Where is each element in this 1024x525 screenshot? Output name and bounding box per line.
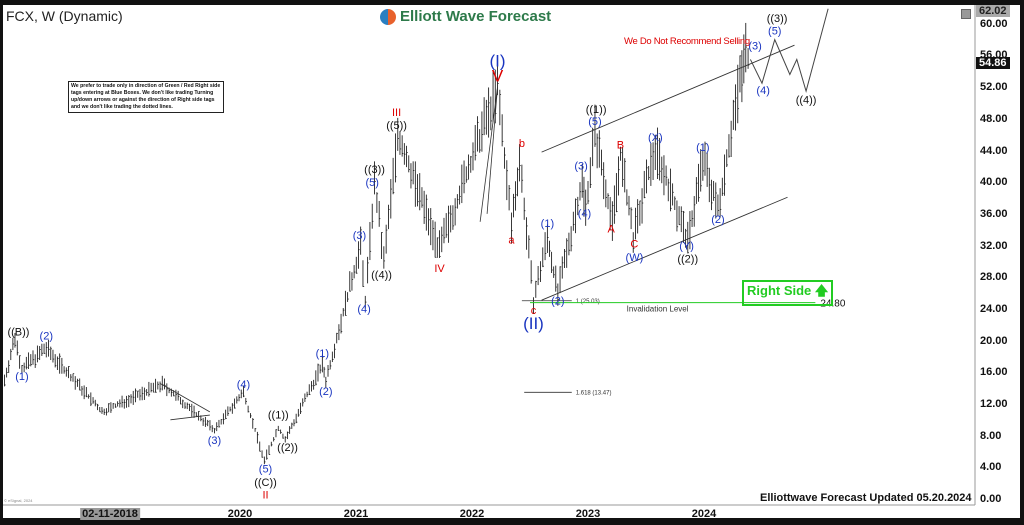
logo-text: Elliott Wave Forecast bbox=[400, 8, 552, 25]
y-tick-label: 44.00 bbox=[980, 144, 1008, 157]
wave-label: ((1)) bbox=[268, 410, 289, 422]
wave-label: (3) bbox=[353, 230, 366, 242]
logo-icon bbox=[380, 8, 396, 25]
wave-label: V bbox=[492, 66, 504, 85]
wave-label: (5) bbox=[259, 464, 272, 476]
arrow-up-icon: 🡅 bbox=[814, 283, 829, 298]
pattern-line bbox=[159, 383, 211, 413]
right-side-label: Right Side bbox=[747, 283, 812, 298]
warning-text: We Do Not Recommend Selling bbox=[624, 36, 750, 47]
wave-label: (2) bbox=[711, 214, 724, 226]
right-side-tag: Right Side 🡅 bbox=[742, 280, 834, 306]
x-tick-label: 2021 bbox=[343, 508, 369, 520]
y-tick-label: 40.00 bbox=[980, 176, 1008, 189]
wave-label: ((2)) bbox=[677, 254, 698, 266]
chart-title: FCX, W (Dynamic) bbox=[6, 8, 123, 24]
wave-label: (1) bbox=[696, 142, 709, 154]
y-tick-label: 0.00 bbox=[980, 493, 1002, 505]
y-tick-label: 16.00 bbox=[980, 366, 1008, 379]
wave-label: (4) bbox=[578, 208, 591, 220]
fib-label: 1.618 (13.47) bbox=[576, 390, 612, 396]
wave-label: A bbox=[608, 224, 616, 236]
trading-notice: We prefer to trade only in direction of … bbox=[68, 81, 224, 113]
y-tick-label: 32.00 bbox=[980, 239, 1008, 252]
wave-label: (II) bbox=[523, 314, 544, 333]
wave-label: ((5)) bbox=[386, 120, 407, 132]
pattern-line bbox=[486, 87, 498, 214]
wave-label: b bbox=[519, 138, 525, 150]
wave-label: III bbox=[392, 107, 401, 119]
wave-label: (W) bbox=[626, 252, 644, 264]
wave-label: (3) bbox=[574, 160, 587, 172]
channel-line bbox=[541, 44, 795, 153]
wave-label: (2) bbox=[319, 386, 332, 398]
y-tick-label: 12.00 bbox=[980, 397, 1008, 410]
wave-label: (4) bbox=[237, 379, 250, 391]
wave-label: (3) bbox=[748, 41, 761, 53]
y-tick-label: 20.00 bbox=[980, 334, 1008, 347]
wave-label: (Y) bbox=[679, 240, 694, 252]
wave-label: II bbox=[262, 490, 268, 502]
x-tick-label: 2023 bbox=[575, 508, 601, 520]
wave-label: ((C)) bbox=[254, 477, 277, 489]
y-tick-label: 52.00 bbox=[980, 81, 1008, 94]
y-tick-label: 36.00 bbox=[980, 207, 1008, 220]
wave-label: ((B)) bbox=[7, 327, 29, 339]
x-tick-label: 2022 bbox=[459, 508, 485, 520]
y-tick-label: 48.00 bbox=[980, 112, 1008, 125]
wave-label: (3) bbox=[208, 435, 221, 447]
wave-label: ((3)) bbox=[364, 164, 385, 176]
wave-label: C bbox=[630, 239, 638, 251]
chart-settings-icon[interactable] bbox=[961, 9, 971, 19]
y-tick-label: 60.00 bbox=[980, 17, 1008, 30]
high-price-tag: 62.02 bbox=[976, 5, 1010, 17]
y-tick-label: 28.00 bbox=[980, 271, 1008, 284]
fib-label: 1 (25.03) bbox=[576, 299, 600, 305]
copyright: © eSignal, 2024 bbox=[4, 498, 33, 503]
wave-label: (X) bbox=[648, 132, 663, 144]
wave-label: c bbox=[531, 305, 537, 317]
x-tick-label: 2024 bbox=[691, 508, 717, 520]
x-tick-label: 2020 bbox=[227, 508, 253, 520]
wave-label: ((4)) bbox=[796, 95, 817, 107]
wave-label: (1) bbox=[541, 218, 554, 230]
wave-label: (5) bbox=[588, 116, 601, 128]
wave-label: IV bbox=[434, 263, 445, 275]
pattern-line bbox=[479, 87, 498, 222]
wave-label: (5) bbox=[366, 177, 379, 189]
projection-path bbox=[749, 8, 829, 93]
wave-label: a bbox=[508, 235, 515, 247]
wave-label: (2) bbox=[40, 331, 53, 343]
y-tick-label: 24.00 bbox=[980, 302, 1008, 315]
wave-label: (I) bbox=[489, 51, 505, 70]
wave-label: (4) bbox=[756, 85, 769, 97]
wave-label: (4) bbox=[357, 304, 370, 316]
wave-label: B bbox=[617, 140, 624, 152]
channel-line bbox=[541, 196, 788, 301]
logo: Elliott Wave Forecast bbox=[380, 8, 551, 25]
wave-label: ((2)) bbox=[277, 442, 298, 454]
wave-label: ((4)) bbox=[371, 270, 392, 282]
footer-text: Elliottwave Forecast Updated 05.20.2024 bbox=[760, 492, 972, 504]
y-tick-label: 4.00 bbox=[980, 461, 1002, 474]
wave-label: (5) bbox=[768, 26, 781, 38]
wave-label: (1) bbox=[15, 371, 28, 383]
wave-label: (1) bbox=[316, 348, 329, 360]
invalidation-label: Invalidation Level bbox=[627, 305, 689, 314]
wave-label: ((3)) bbox=[767, 13, 788, 25]
wave-label: (2) bbox=[551, 296, 564, 308]
pattern-line bbox=[170, 414, 210, 421]
last-price-tag: 54.86 bbox=[976, 57, 1010, 69]
wave-label: ((1)) bbox=[586, 104, 607, 116]
x-tick-label: 02-11-2018 bbox=[80, 508, 140, 520]
y-tick-label: 8.00 bbox=[980, 429, 1002, 442]
